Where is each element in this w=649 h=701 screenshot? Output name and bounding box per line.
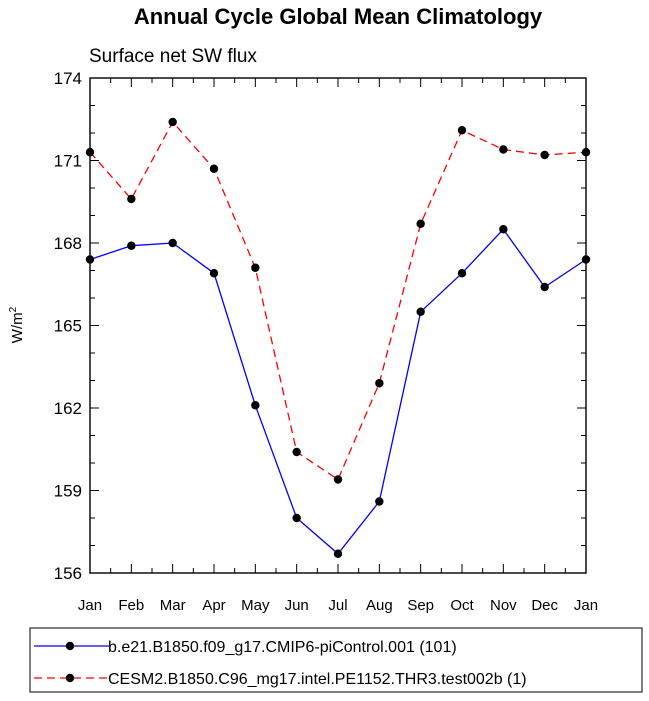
series-1-point — [127, 241, 136, 250]
x-tick-label: Jun — [285, 597, 309, 614]
chart-subtitle: Surface net SW flux — [89, 46, 257, 67]
series-2-point — [457, 126, 467, 135]
series-1-point — [457, 269, 467, 278]
x-tick-label: Dec — [531, 597, 558, 614]
y-axis-label-superscript: 2 — [8, 306, 19, 312]
series-2-point — [168, 117, 177, 127]
series-2-point — [499, 145, 508, 154]
x-tick-label: Oct — [450, 597, 474, 614]
series-2-point — [540, 150, 549, 160]
series-1-point — [292, 513, 301, 523]
x-tick-label: Feb — [118, 597, 144, 614]
series-line-2 — [89, 120, 587, 481]
y-tick-label: 174 — [54, 69, 82, 88]
y-tick-label: 165 — [54, 317, 82, 336]
series-1-point — [168, 238, 177, 248]
y-tick-label: 156 — [54, 564, 82, 583]
series-1-point — [375, 497, 384, 506]
series-1-point — [416, 307, 425, 316]
series-2-point — [581, 148, 591, 157]
series-line-1 — [89, 228, 587, 555]
legend-label-2: CESM2.B1850.C96_mg17.intel.PE1152.THR3.t… — [108, 671, 527, 688]
series-1-point — [499, 225, 508, 234]
series-1-point — [209, 269, 219, 278]
x-tick-label: Nov — [490, 597, 517, 614]
series-2-point — [375, 379, 384, 388]
legend-box — [29, 627, 643, 693]
series-1-point — [251, 401, 260, 410]
plot-area: Jan Feb Mar Apr May Jun Jul Aug Sep Oct Nov Dec Jan 1… — [54, 69, 598, 614]
series-2-point — [333, 475, 343, 484]
series-1-point — [333, 549, 343, 558]
x-tick-label: Jul — [328, 597, 347, 614]
legend: b.e21.B1850.f09_g17.CMIP6-piControl.001 … — [29, 627, 643, 693]
series-2-point — [251, 263, 260, 272]
series-2-point — [416, 219, 425, 228]
x-tick-label: Mar — [160, 597, 186, 614]
x-tick-label: Sep — [407, 597, 434, 614]
series-2-point — [85, 148, 95, 157]
legend-label-1: b.e21.B1850.f09_g17.CMIP6-piControl.001 … — [108, 639, 457, 656]
y-tick-label: 162 — [54, 399, 82, 418]
y-axis-label-text: W/m — [9, 312, 26, 343]
series-1-point — [581, 255, 591, 264]
series-2-point — [292, 447, 301, 457]
y-axis-label: W/m2 — [8, 306, 26, 343]
legend-marker-1 — [65, 641, 75, 651]
chart-title: Annual Cycle Global Mean Climatology — [134, 4, 543, 29]
x-tick-label: Aug — [366, 597, 393, 614]
plot-frame — [89, 77, 587, 574]
x-tick-label: Apr — [202, 597, 225, 614]
x-tick-label: Jan — [574, 597, 598, 614]
y-tick-label: 159 — [54, 482, 82, 501]
y-tick-label: 171 — [54, 152, 82, 171]
legend-marker-2 — [65, 673, 75, 683]
x-tick-label: Jan — [78, 597, 102, 614]
y-tick-label: 168 — [54, 234, 82, 253]
series-2-point — [127, 194, 136, 204]
x-tick-label: May — [241, 597, 270, 614]
series-1-point — [540, 282, 549, 292]
series-2-point — [209, 164, 219, 173]
series-1-point — [85, 255, 95, 264]
